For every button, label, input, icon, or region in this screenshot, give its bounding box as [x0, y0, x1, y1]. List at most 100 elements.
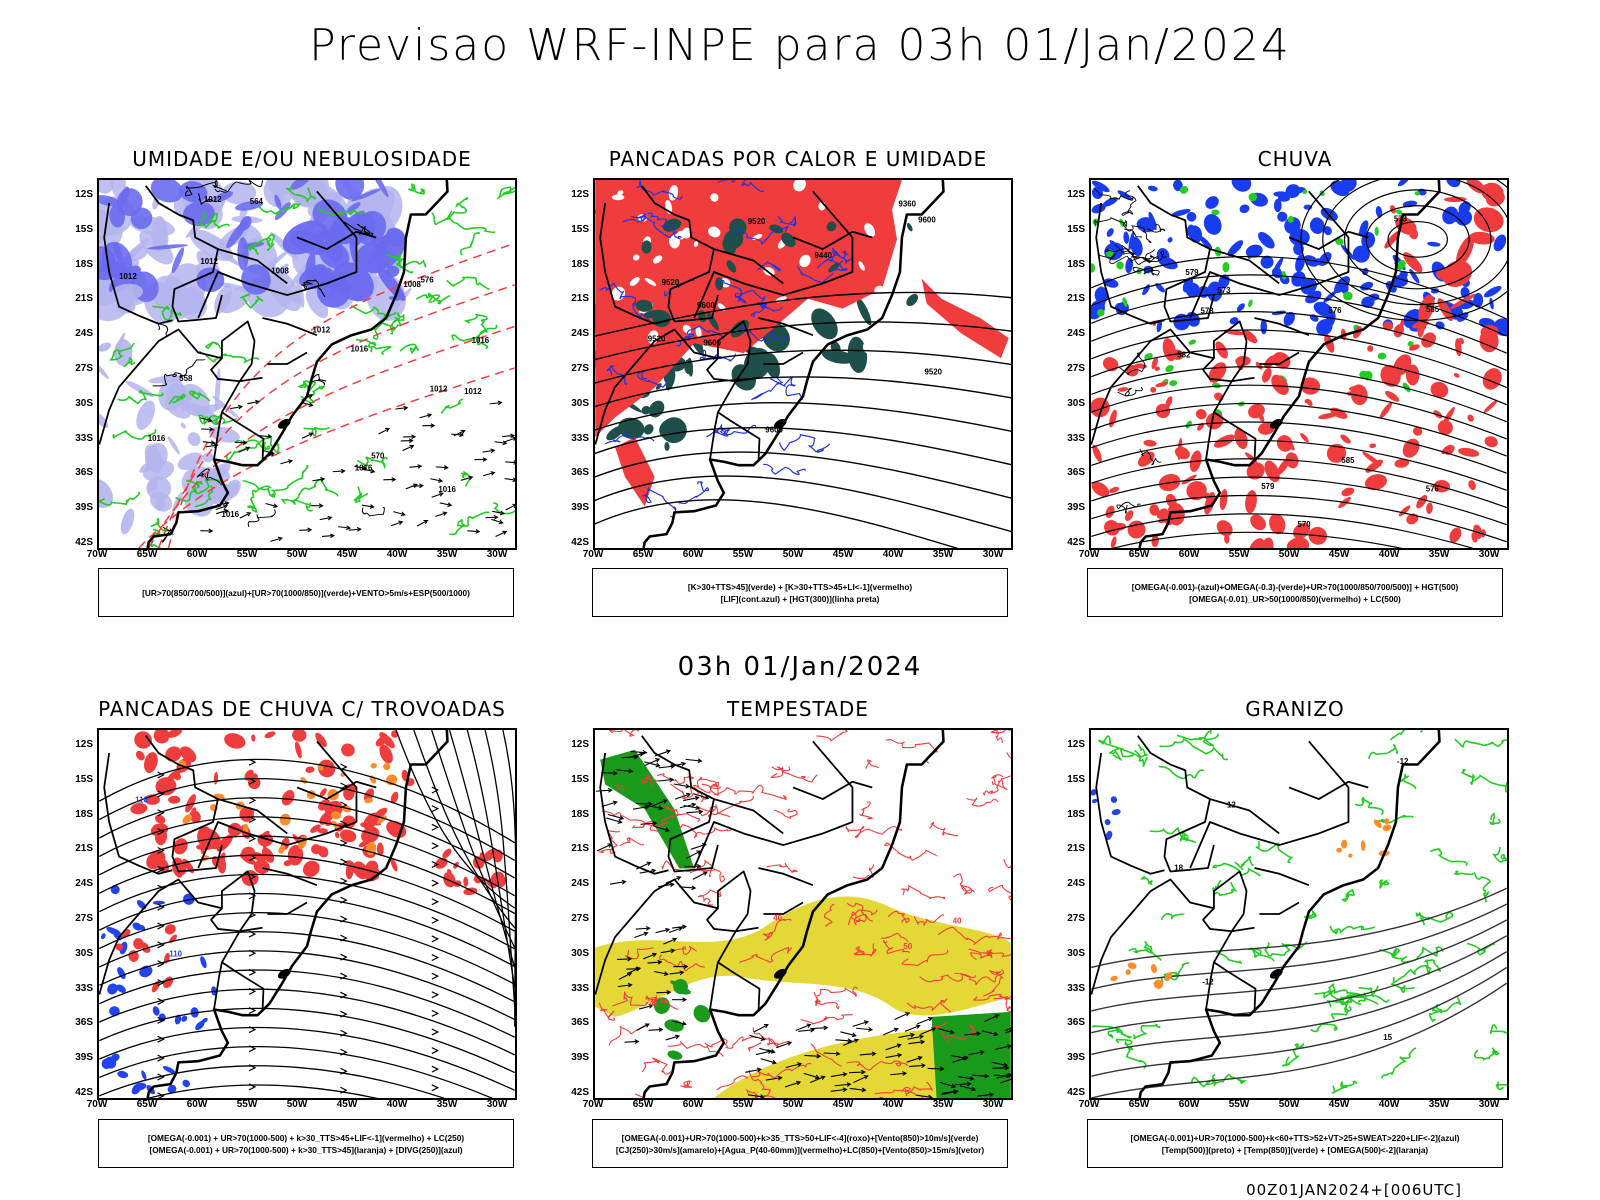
panel-title-trovoadas: PANCADAS DE CHUVA C/ TROVOADAS	[98, 697, 506, 721]
lon-tick-label: 65W	[136, 549, 158, 560]
contour-label: 579	[1185, 268, 1199, 277]
lon-tick-label: 70W	[1078, 1099, 1100, 1110]
lon-tick-label: 60W	[682, 1099, 704, 1110]
legend-line: [UR>70(850/700/500)](azul)+[UR>70(1000/8…	[142, 587, 470, 598]
contour-label: 585	[1341, 456, 1355, 465]
legend-line: [OMEGA(-0.001) + UR>70(1000-500) + k>30_…	[147, 1132, 465, 1143]
lat-tick-label: 27S	[1067, 363, 1085, 374]
contour-label: 1008	[403, 280, 421, 289]
contour-label: 110	[135, 796, 148, 805]
lat-tick-label: 33S	[571, 432, 589, 444]
lat-tick-label: 24S	[1067, 878, 1085, 890]
lon-tick-label: 40W	[882, 1099, 904, 1110]
contour-label: 558	[179, 374, 193, 383]
map-plot-area: 585 582 585 579 576 579 573 573 570 576 573	[1091, 180, 1507, 548]
lat-tick-label: 27S	[571, 363, 589, 374]
lat-tick-label: 42S	[1067, 1087, 1085, 1098]
lat-tick-label: 39S	[571, 502, 589, 514]
lat-tick-label: 30S	[1067, 947, 1085, 959]
map-plot-area: 9600 9600 9600 9520 9600 9520 9440 9360 9520 9520	[595, 180, 1011, 548]
lat-tick-label: 42S	[571, 1087, 589, 1098]
lat-tick-label: 39S	[1067, 502, 1085, 514]
lon-tick-label: 65W	[632, 549, 654, 560]
lon-tick-label: 50W	[286, 1099, 308, 1110]
lon-tick-label: 70W	[582, 1099, 604, 1110]
lon-tick-label: 40W	[882, 549, 904, 560]
contour-label: 585	[1426, 305, 1440, 314]
lat-tick-label: 12S	[75, 739, 93, 750]
lat-tick-label: 36S	[571, 467, 589, 479]
contour-label: 576	[420, 275, 434, 284]
lat-tick-label: 39S	[75, 502, 93, 514]
lon-tick-label: 35W	[932, 549, 954, 560]
panel-title-granizo: GRANIZO	[1245, 697, 1345, 721]
contour-label: 9440	[814, 251, 832, 260]
lat-tick-label: 15S	[75, 773, 93, 785]
lon-tick-label: 60W	[186, 1099, 208, 1110]
lon-tick-label: 65W	[1128, 549, 1150, 560]
contour-label: 1016	[355, 464, 373, 473]
contour-label: 9520	[662, 278, 680, 287]
lon-tick-label: 35W	[436, 1099, 458, 1110]
lat-tick-label: 27S	[1067, 913, 1085, 924]
contour-label: 9520	[748, 217, 766, 226]
lon-tick-label: 65W	[632, 1099, 654, 1110]
contour-label: 9520	[648, 334, 666, 343]
contour-label: 1012	[204, 195, 222, 204]
contour-label: 9360	[898, 200, 916, 209]
lon-tick-label: 50W	[782, 1099, 804, 1110]
contour-label: 1012	[464, 387, 482, 396]
contour-label: 1016	[438, 485, 456, 494]
lon-tick-label: 60W	[186, 549, 208, 560]
lat-tick-label: 18S	[1067, 808, 1085, 820]
lat-tick-label: 18S	[1067, 258, 1085, 270]
contour-label: 50	[616, 783, 625, 792]
lat-tick-label: 27S	[75, 363, 93, 374]
legend-trovoadas: [OMEGA(-0.001) + UR>70(1000-500) + k>30_…	[98, 1119, 514, 1168]
contour-label: 570	[371, 452, 385, 461]
lon-tick-label: 45W	[1328, 549, 1350, 560]
lat-tick-label: 27S	[571, 913, 589, 924]
lat-tick-label: 30S	[75, 397, 93, 409]
legend-tempestade: [OMEGA(-0.001)+UR>70(1000-500)+k>35_TTS>…	[592, 1119, 1008, 1168]
lat-tick-label: 21S	[571, 843, 589, 855]
lat-tick-label: 21S	[1067, 843, 1085, 855]
lat-tick-label: 21S	[75, 843, 93, 855]
lon-tick-label: 30W	[1478, 549, 1500, 560]
lat-tick-label: 15S	[75, 223, 93, 235]
lat-tick-label: 24S	[1067, 328, 1085, 340]
lon-tick-label: 40W	[386, 1099, 408, 1110]
lat-tick-label: 30S	[1067, 397, 1085, 409]
contour-label: 1016	[148, 434, 166, 443]
contour-label: -12	[1397, 757, 1409, 766]
lat-tick-label: 24S	[75, 328, 93, 340]
lon-tick-label: 35W	[932, 1099, 954, 1110]
lon-tick-label: 45W	[832, 1099, 854, 1110]
lon-tick-label: 45W	[832, 549, 854, 560]
contour-label: 50	[903, 942, 912, 951]
legend-line: [OMEGA(-0.001)+UR>70(1000-500)+k>35_TTS>…	[621, 1132, 979, 1143]
main-title: Previsao WRF-INPE para 03h 01/Jan/2024	[309, 20, 1291, 71]
contour-label: 9520	[924, 367, 942, 376]
lat-tick-label: 15S	[571, 773, 589, 785]
map-plot-area: 1012 1016 1008 1008 1012 1016 1012 1016 1016 1016…	[99, 180, 515, 548]
contour-label: 110	[169, 950, 182, 959]
lat-tick-label: 33S	[1067, 982, 1085, 994]
lat-tick-label: 33S	[75, 982, 93, 994]
lon-tick-label: 30W	[1478, 1099, 1500, 1110]
lat-tick-label: 24S	[571, 328, 589, 340]
legend-line: [CJ(250)>30m/s](amarelo)+[Agua_P(40-60mm…	[615, 1144, 985, 1155]
lat-tick-label: 24S	[75, 878, 93, 890]
lat-tick-label: 18S	[571, 808, 589, 820]
lat-tick-label: 24S	[571, 878, 589, 890]
lon-tick-label: 45W	[336, 549, 358, 560]
contour-label: 1016	[221, 510, 239, 519]
lat-tick-label: 42S	[1067, 537, 1085, 548]
contour-label: 9600	[765, 426, 783, 435]
lat-tick-label: 36S	[1067, 467, 1085, 479]
legend-line: [OMEGA(-0.01)_UR>50(1000/850)(vermelho) …	[1189, 593, 1401, 604]
contour-label: 18	[1174, 863, 1183, 872]
legend-line: [K>30+TTS>45](verde) + [K>30+TTS>45+LI<-…	[687, 581, 913, 592]
lat-tick-label: 18S	[571, 258, 589, 270]
lon-tick-label: 55W	[732, 549, 754, 560]
